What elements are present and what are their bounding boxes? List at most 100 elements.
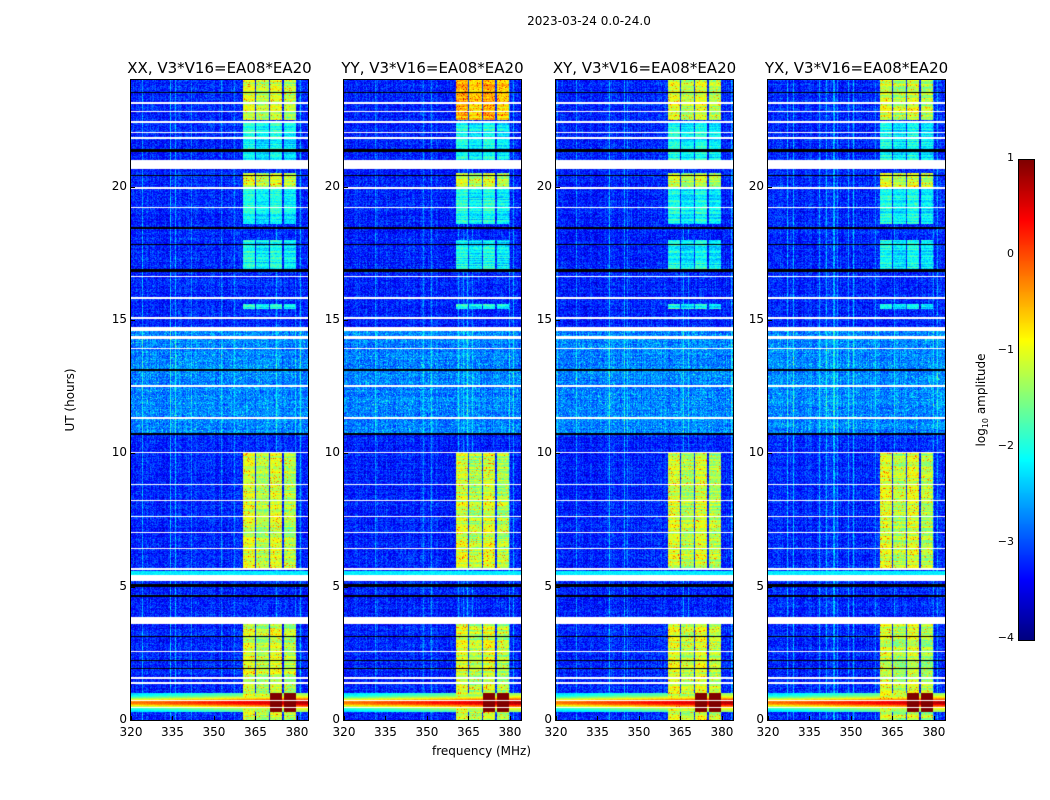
x-tick-label: 365 — [244, 725, 267, 739]
heatmap-panel — [555, 79, 734, 721]
y-tick-label: 15 — [111, 312, 127, 326]
colorbar-tick-label: −4 — [997, 631, 1014, 644]
x-axis-label: frequency (MHz) — [432, 744, 532, 758]
y-tick-label: 20 — [111, 178, 127, 193]
y-tick-label: 20 — [748, 178, 764, 193]
y-tick — [344, 186, 348, 188]
y-axis-label: UT (hours) — [63, 368, 77, 432]
x-tick — [172, 716, 174, 720]
heatmap-panel — [767, 79, 946, 721]
x-tick — [385, 716, 387, 720]
x-tick-label: 365 — [669, 725, 692, 739]
panel-title: YX, V3*V16=EA08*EA20 — [764, 59, 949, 77]
y-tick — [556, 186, 560, 188]
x-tick — [809, 716, 811, 720]
x-tick — [638, 716, 640, 720]
x-tick-label: 380 — [922, 725, 946, 739]
colorbar — [1018, 159, 1035, 641]
y-tick-label: 5 — [756, 578, 764, 593]
heatmap-image — [556, 80, 733, 720]
y-tick-label: 10 — [748, 445, 764, 460]
x-tick-label: 365 — [457, 725, 480, 739]
y-tick — [344, 720, 348, 721]
y-tick-label: 0 — [756, 712, 764, 726]
panel-title: XX, V3*V16=EA08*EA20 — [127, 59, 312, 77]
y-tick — [131, 453, 135, 455]
y-tick-label: 0 — [119, 712, 127, 726]
y-tick-label: 20 — [536, 178, 552, 193]
x-tick-label: 335 — [374, 725, 397, 739]
y-tick-label: 15 — [536, 312, 552, 326]
x-tick — [680, 716, 682, 720]
x-tick-label: 365 — [881, 725, 904, 739]
colorbar-tick-label: 0 — [1007, 247, 1014, 260]
panel-title: YY, V3*V16=EA08*EA20 — [341, 59, 524, 77]
colorbar-tick-label: 1 — [1007, 151, 1014, 164]
colorbar-tick-label: −2 — [997, 439, 1014, 452]
x-tick-label: 335 — [798, 725, 821, 739]
y-tick — [768, 186, 772, 188]
y-tick — [131, 720, 135, 721]
x-tick-label: 350 — [202, 725, 226, 739]
colorbar-tick-label: −1 — [997, 343, 1014, 356]
x-tick-label: 380 — [285, 725, 309, 739]
y-tick — [556, 586, 560, 588]
x-tick — [768, 716, 769, 720]
x-tick — [556, 716, 557, 720]
x-tick-label: 350 — [839, 725, 863, 739]
y-tick — [768, 586, 772, 588]
x-tick-label: 380 — [498, 725, 522, 739]
y-tick — [131, 586, 135, 588]
heatmap-panel — [130, 79, 309, 721]
y-tick — [556, 720, 560, 721]
x-tick — [892, 716, 894, 720]
x-tick — [296, 716, 298, 720]
heatmap-image — [344, 80, 521, 720]
y-tick — [768, 453, 772, 455]
y-tick-label: 0 — [544, 712, 552, 726]
x-tick-label: 320 — [756, 725, 780, 739]
x-tick-label: 320 — [119, 725, 143, 739]
x-tick — [721, 716, 723, 720]
x-tick — [597, 716, 599, 720]
x-tick-label: 380 — [710, 725, 734, 739]
heatmap-image — [131, 80, 308, 720]
y-tick — [556, 320, 560, 321]
x-tick — [426, 716, 428, 720]
x-tick — [344, 716, 345, 720]
panel-title: XY, V3*V16=EA08*EA20 — [552, 59, 737, 77]
y-tick — [556, 453, 560, 455]
y-tick-label: 20 — [324, 178, 340, 193]
x-tick-label: 350 — [627, 725, 651, 739]
colorbar-tick-label: −3 — [997, 535, 1014, 548]
x-tick — [509, 716, 511, 720]
y-tick-label: 15 — [748, 312, 764, 326]
y-tick-label: 0 — [332, 712, 340, 726]
x-tick-label: 320 — [544, 725, 568, 739]
y-tick — [131, 186, 135, 188]
y-tick-label: 10 — [324, 445, 340, 460]
x-tick — [213, 716, 215, 720]
x-tick — [468, 716, 470, 720]
x-tick — [255, 716, 257, 720]
y-tick — [768, 720, 772, 721]
y-tick — [344, 320, 348, 321]
y-tick — [768, 320, 772, 321]
y-tick-label: 5 — [544, 578, 552, 593]
x-tick-label: 350 — [415, 725, 439, 739]
y-tick-label: 5 — [119, 578, 127, 593]
y-tick — [131, 320, 135, 321]
y-tick — [344, 453, 348, 455]
y-tick-label: 10 — [536, 445, 552, 460]
heatmap-panel — [343, 79, 522, 721]
x-tick-label: 335 — [586, 725, 609, 739]
figure-title: 2023-03-24 0.0-24.0 — [527, 14, 651, 28]
x-tick — [850, 716, 852, 720]
y-tick-label: 5 — [332, 578, 340, 593]
x-tick — [131, 716, 132, 720]
y-tick — [344, 586, 348, 588]
y-tick-label: 10 — [111, 445, 127, 460]
y-tick-label: 15 — [324, 312, 340, 326]
heatmap-image — [768, 80, 945, 720]
x-tick-label: 335 — [161, 725, 184, 739]
